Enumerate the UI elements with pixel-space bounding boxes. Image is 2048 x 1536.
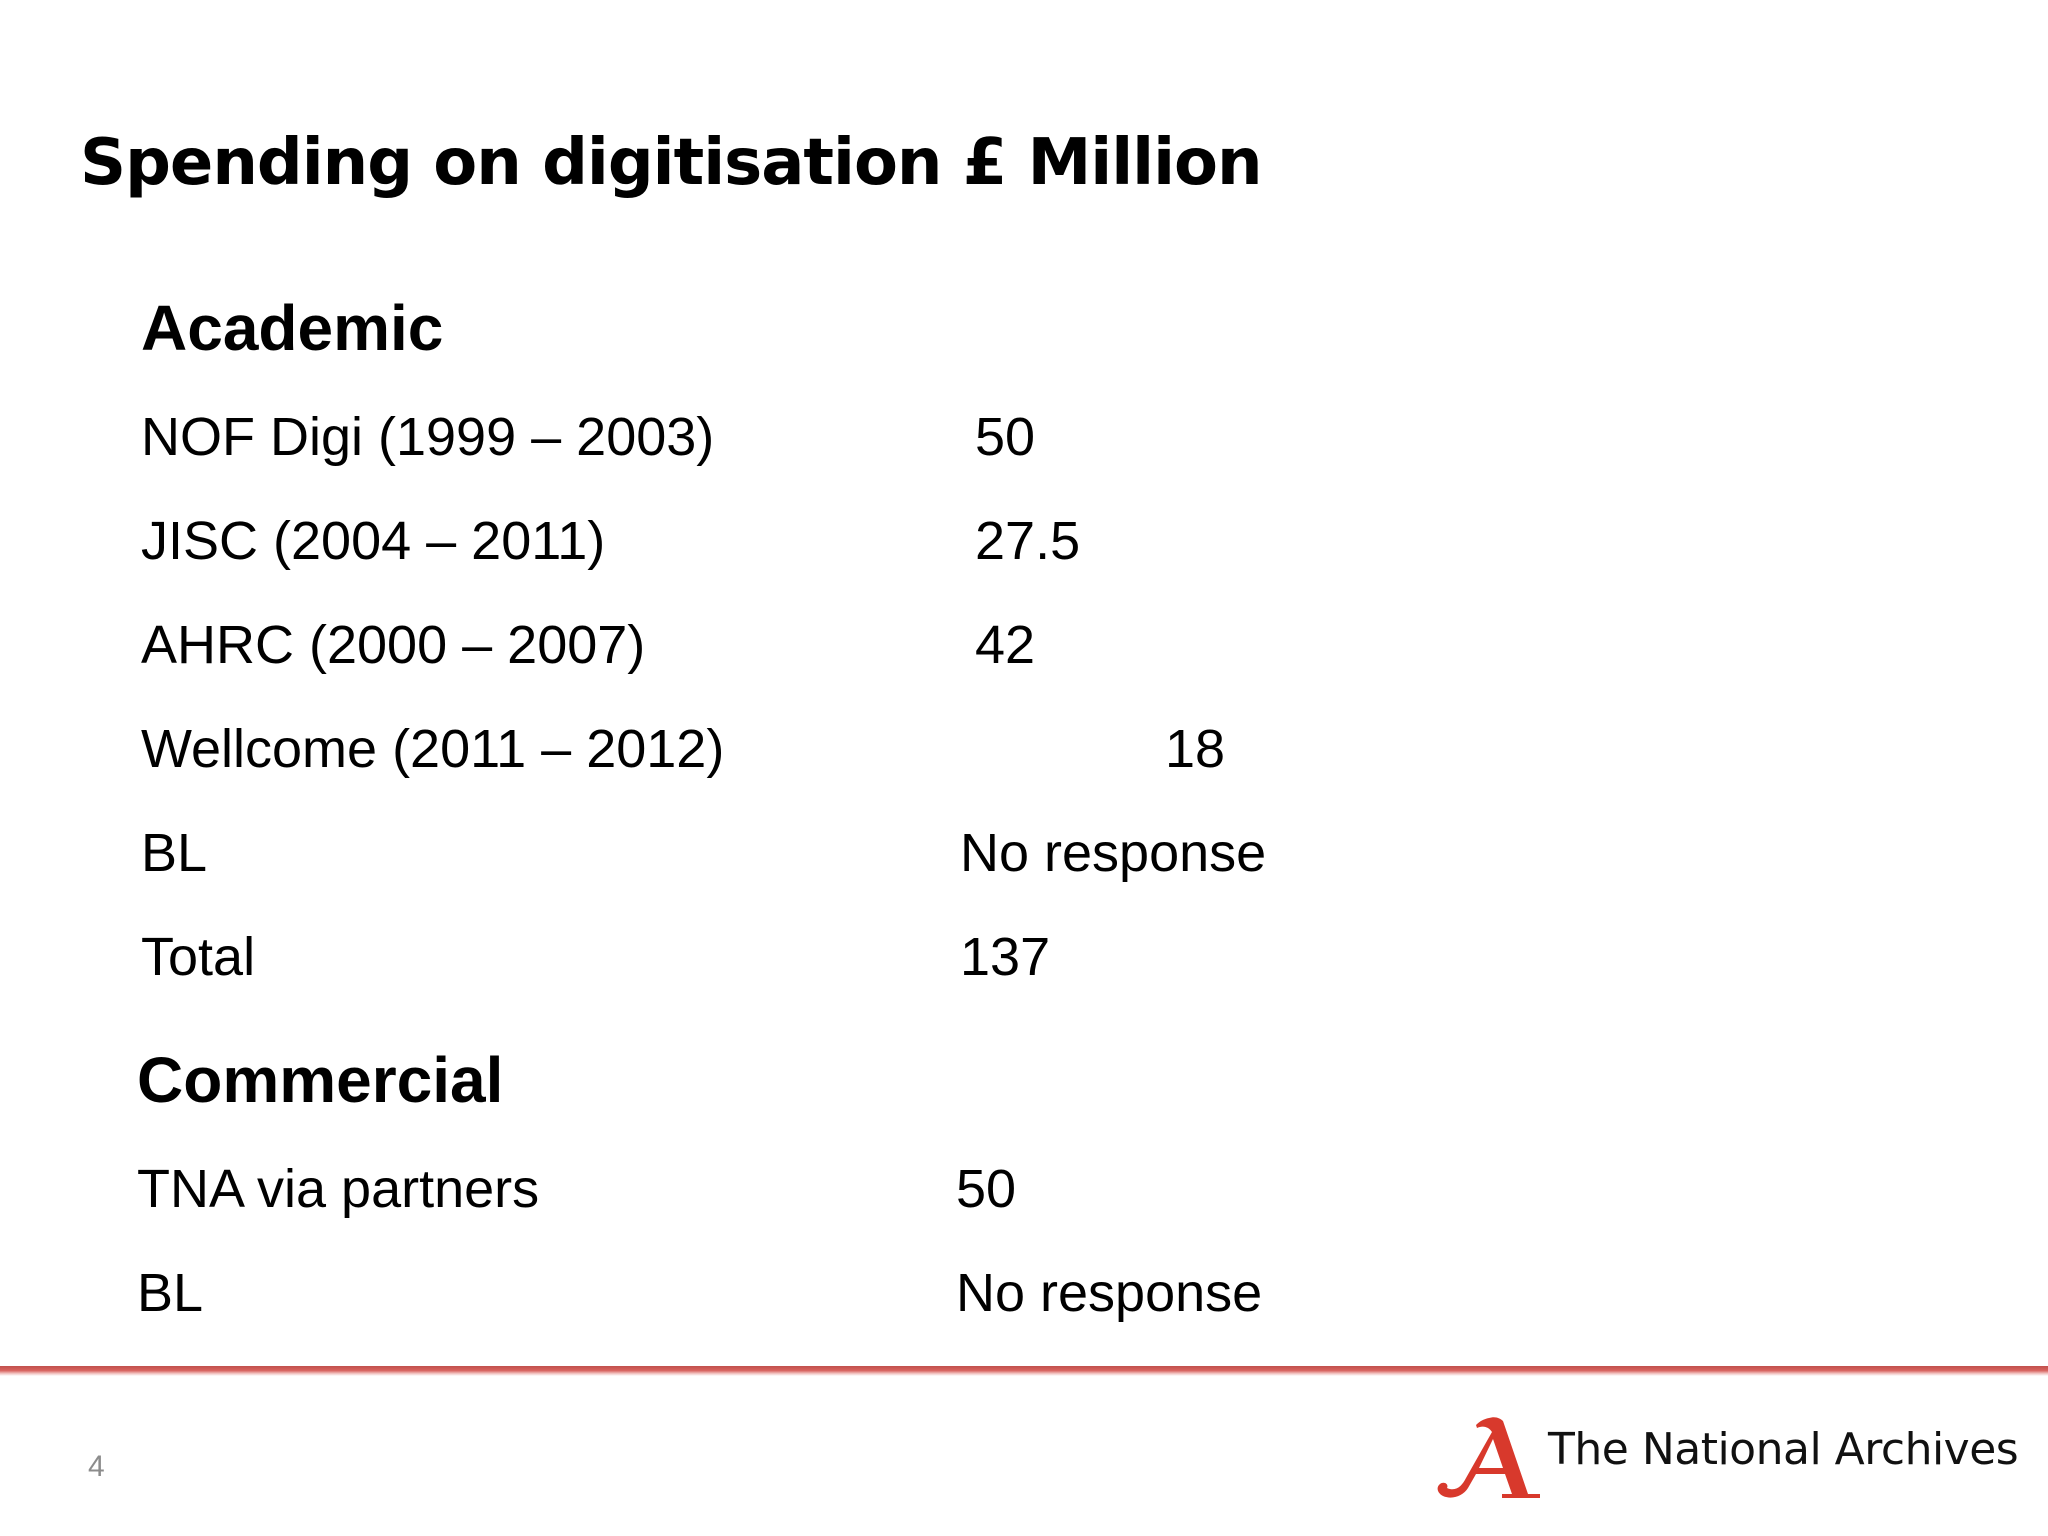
academic-row-label: Wellcome (2011 – 2012) [141, 719, 725, 779]
academic-row-label: AHRC (2000 – 2007) [141, 615, 646, 675]
academic-row-value: 18 [1165, 719, 1226, 779]
brand-name: The National Archives [1548, 1424, 2019, 1475]
academic-row-value: 42 [975, 615, 1036, 675]
academic-total-value: 137 [960, 927, 1051, 987]
academic-row-label: BL [141, 823, 208, 883]
academic-row-value: No response [960, 823, 1267, 883]
commercial-row-value: 50 [956, 1159, 1017, 1219]
page-number: 4 [88, 1450, 105, 1483]
academic-total-label: Total [141, 927, 256, 987]
academic-row-value: 27.5 [975, 511, 1081, 571]
commercial-heading: Commercial [137, 1044, 504, 1116]
slide-title: Spending on digitisation £ Million [80, 126, 1263, 200]
commercial-row-label: BL [137, 1263, 204, 1323]
commercial-row-value: No response [956, 1263, 1263, 1323]
commercial-row-label: TNA via partners [137, 1159, 540, 1219]
footer-divider [0, 1366, 2048, 1376]
academic-row-label: NOF Digi (1999 – 2003) [141, 407, 715, 467]
national-archives-logo-icon [1437, 1417, 1540, 1498]
academic-heading: Academic [141, 292, 444, 364]
academic-row-value: 50 [975, 407, 1036, 467]
academic-row-label: JISC (2004 – 2011) [141, 511, 606, 571]
